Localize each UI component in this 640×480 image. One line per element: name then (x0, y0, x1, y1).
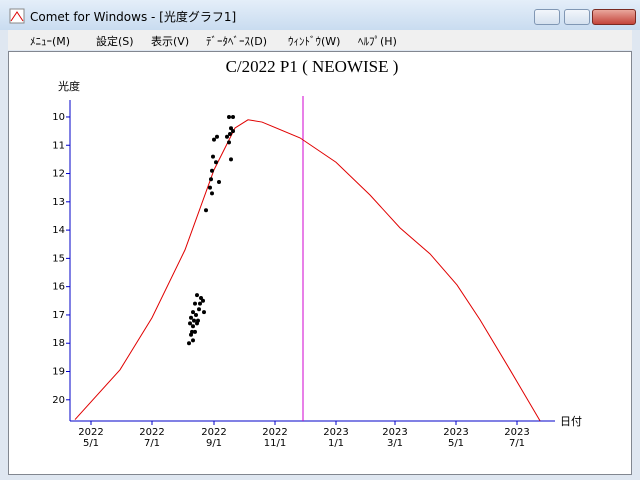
observation-point (229, 157, 233, 162)
observation-point (209, 177, 213, 182)
observation-point (192, 318, 196, 323)
observation-point (187, 341, 191, 346)
observation-point (212, 137, 216, 142)
x-tick-label: 2023 3/1 (382, 427, 408, 449)
observation-point (197, 307, 201, 312)
observation-point (193, 301, 197, 306)
title-bar: Comet for Windows - [光度グラフ1] (0, 0, 640, 30)
observation-point (199, 295, 203, 300)
close-button[interactable] (592, 9, 636, 25)
observation-point (229, 126, 233, 131)
menu-item[interactable]: ﾃﾞｰﾀﾍﾞｰｽ(D) (206, 35, 268, 48)
observation-point (231, 114, 235, 119)
minimize-button[interactable] (534, 9, 560, 25)
observation-point (228, 131, 232, 136)
y-tick-label: 17 (52, 310, 65, 321)
y-axis-label: 光度 (58, 79, 80, 93)
observation-point (227, 114, 231, 119)
menu-item[interactable]: 設定(S) (96, 35, 134, 48)
window-title: Comet for Windows - [光度グラフ1] (30, 10, 237, 24)
y-tick-label: 20 (52, 395, 65, 406)
observation-point (225, 134, 229, 139)
y-tick-label: 16 (52, 282, 65, 293)
x-tick-label: 2023 7/1 (504, 427, 530, 449)
x-tick-label: 2022 7/1 (139, 427, 165, 449)
observation-point (191, 324, 195, 329)
observation-point (210, 191, 214, 196)
x-tick-label: 2022 5/1 (78, 427, 104, 449)
observation-point (211, 154, 215, 159)
observation-point (208, 185, 212, 190)
maximize-button[interactable] (564, 9, 590, 25)
y-tick-label: 14 (52, 225, 65, 236)
menu-bar: ﾒﾆｭｰ(M) 設定(S) 表示(V) ﾃﾞｰﾀﾍﾞｰｽ(D) ｳｨﾝﾄﾞｳ(W) ﾍﾙﾌ… (8, 30, 632, 50)
y-tick-label: 11 (52, 140, 65, 151)
observation-point (191, 310, 195, 315)
observation-point (201, 298, 205, 303)
observation-point (227, 140, 231, 145)
x-tick-label: 2022 11/1 (262, 427, 288, 449)
x-tick-label: 2023 1/1 (323, 427, 349, 449)
chart-title: C/2022 P1 ( NEOWISE ) (226, 57, 399, 76)
observation-point (193, 329, 197, 334)
observation-point (195, 293, 199, 298)
observation-point (210, 168, 214, 173)
magnitude-curve (74, 119, 541, 421)
observation-point (204, 208, 208, 213)
observation-point (189, 332, 193, 337)
observation-point (194, 312, 198, 317)
menu-item[interactable]: ｳｨﾝﾄﾞｳ(W) (288, 35, 341, 48)
observation-point (198, 301, 202, 306)
observation-point (191, 338, 195, 343)
y-tick-label: 10 (52, 112, 65, 123)
observation-point (214, 160, 218, 165)
observation-point (189, 315, 193, 320)
menu-item[interactable]: ﾒﾆｭｰ(M) (30, 35, 71, 48)
x-axis-label: 日付 (560, 415, 582, 428)
y-tick-label: 15 (52, 253, 65, 264)
observation-point (215, 134, 219, 139)
app-icon (9, 8, 25, 24)
x-tick-label: 2022 9/1 (201, 427, 227, 449)
observation-point (196, 318, 200, 323)
menu-item[interactable]: 表示(V) (151, 35, 190, 48)
chart-area (8, 51, 632, 475)
y-tick-label: 19 (52, 367, 65, 378)
y-tick-label: 18 (52, 338, 65, 349)
x-tick-label: 2023 5/1 (443, 427, 469, 449)
observation-point (188, 321, 192, 326)
observation-point (217, 180, 221, 185)
y-tick-label: 13 (52, 197, 65, 208)
y-tick-label: 12 (52, 169, 65, 180)
observation-point (202, 310, 206, 315)
menu-item[interactable]: ﾍﾙﾌﾟ(H) (358, 35, 397, 48)
observation-point (231, 129, 235, 134)
